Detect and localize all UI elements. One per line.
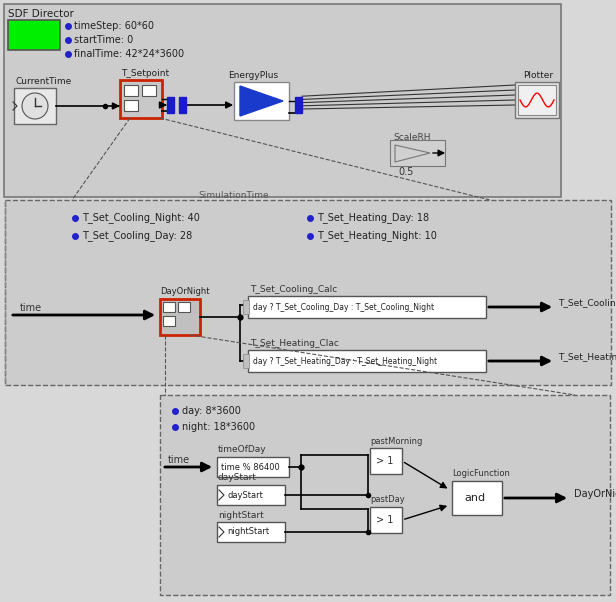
Text: T_Set_Heating_Clac: T_Set_Heating_Clac <box>250 338 339 347</box>
Text: DayOrNight: DayOrNight <box>574 489 616 499</box>
Bar <box>167 97 174 113</box>
Text: nightStart: nightStart <box>227 527 269 536</box>
Bar <box>8 20 60 50</box>
Bar <box>163 316 175 326</box>
Bar <box>370 448 402 474</box>
Text: SimulationTime: SimulationTime <box>198 191 269 200</box>
Bar <box>124 85 138 96</box>
Text: day ? T_Set_Heating_Day : T_Set_Heating_Night: day ? T_Set_Heating_Day : T_Set_Heating_… <box>253 356 437 365</box>
Bar <box>178 302 190 312</box>
Bar <box>160 395 610 595</box>
Text: CurrentTime: CurrentTime <box>15 78 71 87</box>
Text: LogicFunction: LogicFunction <box>452 470 510 479</box>
Bar <box>248 296 486 318</box>
Text: and: and <box>464 493 485 503</box>
Text: day ? T_Set_Cooling_Day : T_Set_Cooling_Night: day ? T_Set_Cooling_Day : T_Set_Cooling_… <box>253 302 434 311</box>
Bar <box>142 85 156 96</box>
Bar <box>295 97 302 113</box>
Bar <box>217 457 289 477</box>
Text: startTime: 0: startTime: 0 <box>74 35 133 45</box>
Text: EnergyPlus: EnergyPlus <box>228 70 278 79</box>
Text: timeOfDay: timeOfDay <box>218 445 267 455</box>
Bar <box>217 522 285 542</box>
Bar <box>217 485 285 505</box>
Text: > 1: > 1 <box>376 456 394 466</box>
Bar <box>234 82 289 120</box>
Text: night: 18*3600: night: 18*3600 <box>182 422 255 432</box>
Polygon shape <box>395 145 430 162</box>
Text: T_Set_Heating: T_Set_Heating <box>558 353 616 361</box>
Bar <box>4 4 561 197</box>
Bar <box>14 88 56 124</box>
Text: day: 8*3600: day: 8*3600 <box>182 406 241 416</box>
Text: T_Setpoint: T_Setpoint <box>121 69 169 78</box>
Bar <box>452 481 502 515</box>
Bar <box>5 200 611 385</box>
Text: T_Set_Cooling_Day: 28: T_Set_Cooling_Day: 28 <box>82 231 192 241</box>
Text: pastMorning: pastMorning <box>370 436 423 445</box>
Bar <box>163 302 175 312</box>
Bar <box>390 140 445 166</box>
Text: time % 86400: time % 86400 <box>221 462 280 471</box>
Bar <box>160 299 200 335</box>
Text: dayStart: dayStart <box>218 474 257 482</box>
Text: 0.5: 0.5 <box>398 167 413 177</box>
Bar <box>179 97 186 113</box>
Text: T_Set_Heating_Night: 10: T_Set_Heating_Night: 10 <box>317 231 437 241</box>
Bar <box>248 350 486 372</box>
Bar <box>120 80 162 118</box>
Text: T_Set_Cooling: T_Set_Cooling <box>558 299 616 308</box>
Text: T_Set_Cooling_Night: 40: T_Set_Cooling_Night: 40 <box>82 213 200 223</box>
Text: finalTime: 42*24*3600: finalTime: 42*24*3600 <box>74 49 184 59</box>
Text: ScaleRH: ScaleRH <box>393 132 431 141</box>
Text: DayOrNight: DayOrNight <box>160 287 209 296</box>
Text: pastDay: pastDay <box>370 495 405 504</box>
Text: T_Set_Cooling_Calc: T_Set_Cooling_Calc <box>250 285 337 294</box>
Circle shape <box>22 93 48 119</box>
Bar <box>370 507 402 533</box>
Text: T_Set_Heating_Day: 18: T_Set_Heating_Day: 18 <box>317 213 429 223</box>
Text: time: time <box>168 455 190 465</box>
Bar <box>124 100 138 111</box>
Text: timeStep: 60*60: timeStep: 60*60 <box>74 21 154 31</box>
Text: > 1: > 1 <box>376 515 394 525</box>
Text: Plotter: Plotter <box>523 72 553 81</box>
Bar <box>515 82 559 118</box>
Text: nightStart: nightStart <box>218 510 264 520</box>
Bar <box>243 300 249 314</box>
Bar <box>518 85 556 115</box>
Polygon shape <box>240 86 283 116</box>
Bar <box>243 354 249 368</box>
Text: time: time <box>20 303 42 313</box>
Text: dayStart: dayStart <box>227 491 263 500</box>
Text: SDF Director: SDF Director <box>8 9 74 19</box>
